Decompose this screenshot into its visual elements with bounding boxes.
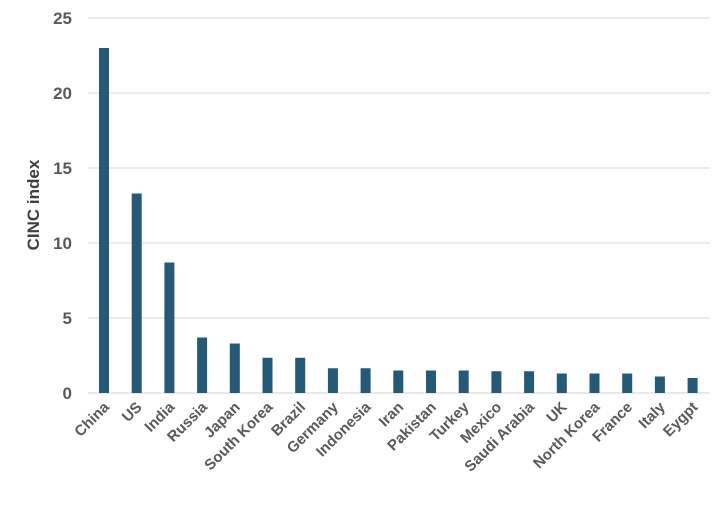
y-tick-label: 0 (63, 384, 72, 403)
y-tick-label: 10 (53, 234, 72, 253)
x-tick-label: China (71, 398, 113, 440)
bar-russia (197, 337, 208, 393)
bar-brazil (295, 357, 306, 393)
bar-south-korea (262, 357, 273, 393)
bar-iran (393, 370, 404, 393)
bar-france (622, 373, 633, 393)
y-axis-ticks: 0 5 10 15 20 25 (53, 9, 72, 403)
y-tick-label: 5 (63, 309, 72, 328)
bar-china (99, 48, 109, 393)
bar-mexico (491, 371, 502, 393)
bars (99, 48, 698, 393)
x-tick-label: UK (543, 399, 570, 426)
y-tick-label: 25 (53, 9, 72, 28)
gridlines (88, 17, 710, 394)
bar-north-korea (589, 373, 600, 393)
bar-pakistan (426, 370, 436, 393)
bar-italy (654, 376, 665, 393)
y-axis-title: CINC index (24, 159, 43, 250)
bar-uk (556, 373, 567, 393)
y-tick-label: 15 (53, 159, 72, 178)
bar-eygpt (687, 378, 698, 393)
bar-germany (327, 368, 338, 393)
bar-india (164, 262, 175, 393)
bar-japan (229, 343, 240, 393)
bar-turkey (458, 370, 469, 393)
x-tick-label: Eygpt (660, 399, 701, 440)
bar-saudi-arabia (524, 371, 535, 393)
y-tick-label: 20 (53, 84, 72, 103)
x-tick-label: US (119, 399, 146, 426)
bar-us (131, 193, 142, 393)
bar-indonesia (360, 368, 371, 393)
